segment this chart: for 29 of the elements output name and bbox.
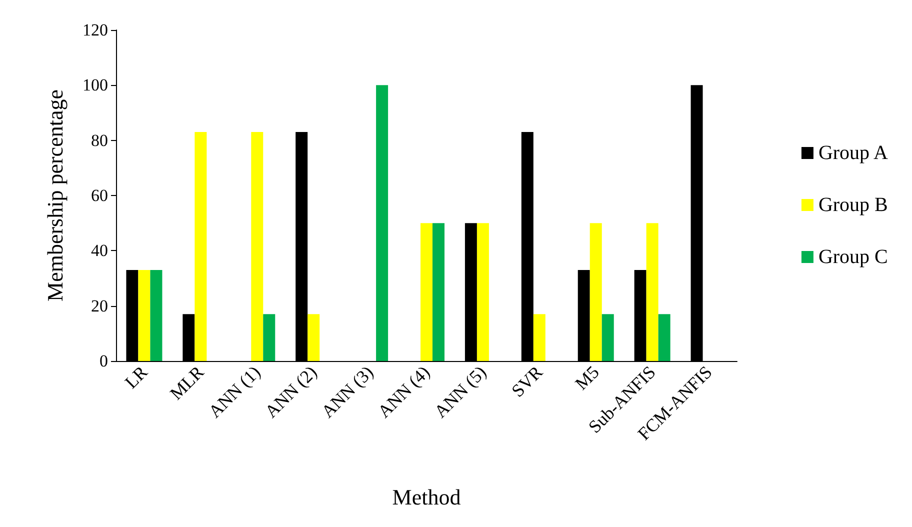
bar (150, 270, 162, 361)
x-axis-title: Method (392, 484, 461, 510)
bar (476, 223, 489, 361)
x-tick-label: LR (120, 362, 152, 392)
bar (263, 314, 276, 361)
legend-label: Group C (818, 246, 888, 268)
y-tick-label: 20 (91, 296, 108, 316)
bar (194, 132, 207, 361)
bar (308, 314, 320, 361)
y-tick-label: 80 (91, 130, 108, 150)
legend-label: Group B (818, 194, 888, 216)
y-tick-label: 0 (100, 352, 108, 370)
bar (432, 223, 444, 361)
bar (138, 270, 150, 361)
y-tick-label: 60 (91, 186, 108, 205)
bar (533, 314, 546, 361)
bar (420, 223, 432, 361)
legend-label: Group A (818, 142, 888, 164)
bar (658, 314, 670, 361)
y-tick-label: 120 (82, 20, 108, 40)
y-axis-title: Membership percentage (42, 90, 68, 302)
bar (602, 314, 614, 361)
y-tick-label: 100 (82, 76, 108, 95)
bar (251, 132, 264, 361)
bar (376, 85, 388, 361)
bar (590, 223, 602, 361)
bar (646, 223, 658, 361)
y-tick-label: 40 (91, 241, 108, 260)
x-tick-label: SVR (508, 362, 546, 401)
